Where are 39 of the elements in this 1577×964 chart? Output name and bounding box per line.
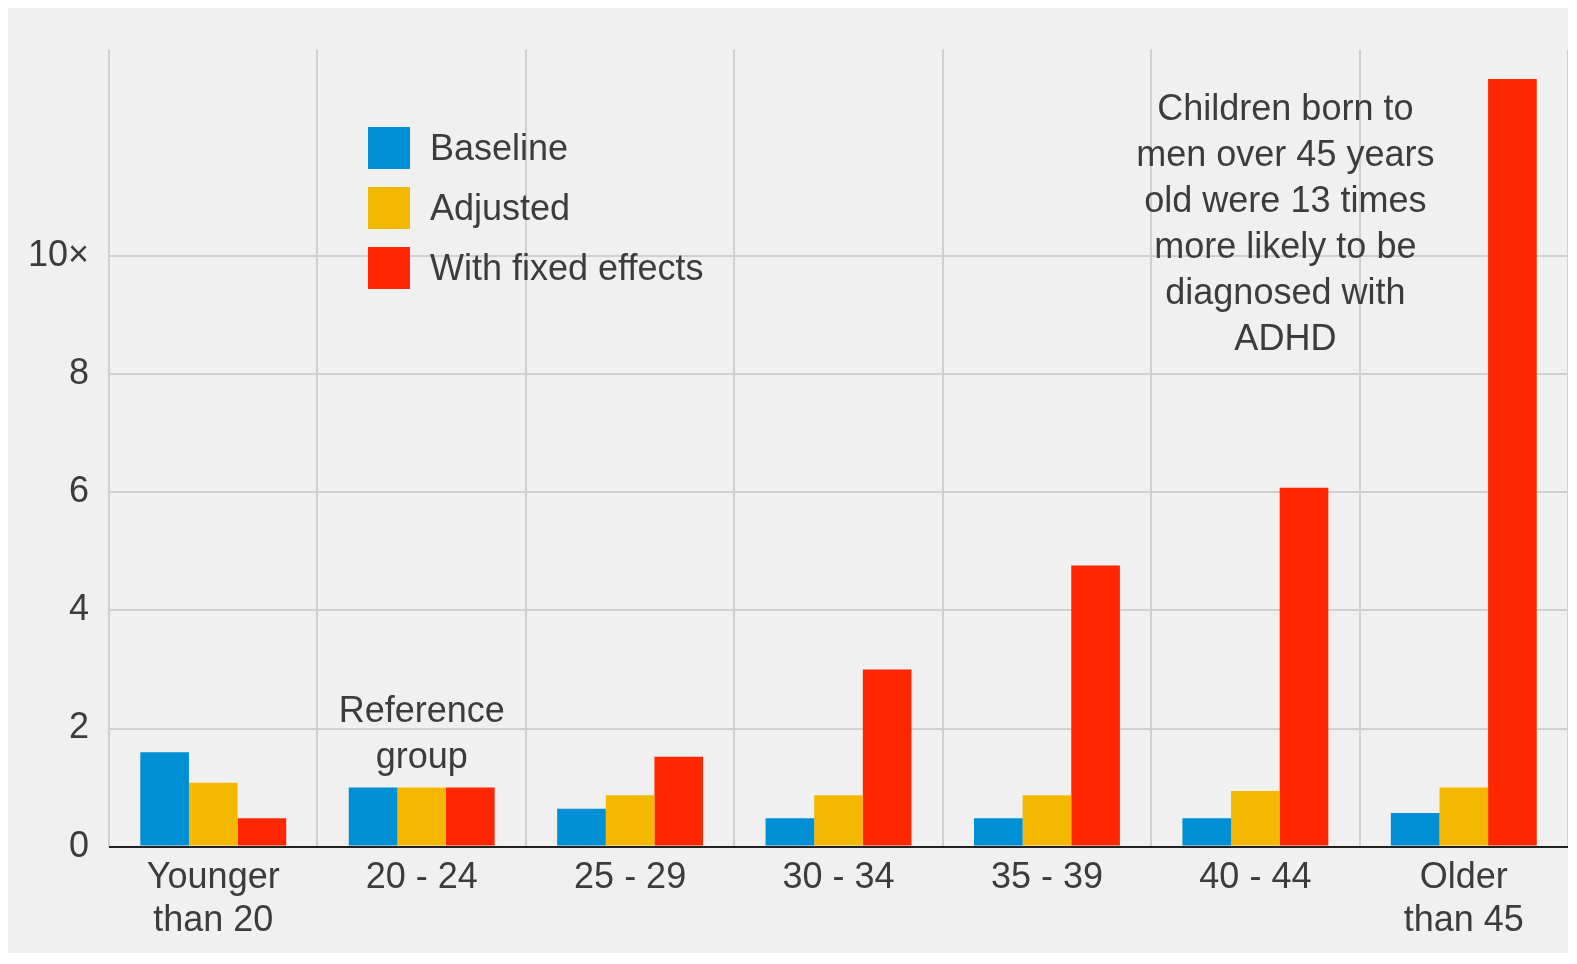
y-tick-label: 10× — [27, 233, 90, 275]
bar — [862, 669, 912, 846]
legend-label: With fixed effects — [430, 247, 704, 289]
y-tick-label: 8 — [69, 351, 90, 393]
x-tick-label: 40 - 44 — [1199, 855, 1312, 897]
bar — [188, 782, 238, 846]
bar — [446, 787, 495, 846]
y-tick-label: 2 — [69, 705, 90, 747]
bar — [1231, 791, 1280, 846]
x-tick-label: Older than 45 — [1403, 855, 1524, 940]
annotation: Children born to men over 45 years old were 13 times more likely to be diagnosed with ADHD — [1136, 86, 1435, 358]
bar — [1182, 818, 1232, 846]
y-tick-label: 4 — [69, 587, 90, 629]
x-tick-label: 30 - 34 — [782, 855, 895, 897]
bar — [1279, 487, 1329, 846]
bar — [140, 752, 189, 846]
bar — [1390, 812, 1440, 846]
bar — [348, 787, 398, 846]
x-tick-label: Younger than 20 — [146, 855, 280, 940]
y-tick-label: 6 — [69, 469, 90, 511]
bar — [557, 808, 606, 846]
x-tick-label: 35 - 39 — [990, 855, 1103, 897]
bar — [1488, 79, 1537, 846]
bar — [1071, 565, 1120, 846]
bar — [814, 795, 863, 846]
y-tick-label: 0 — [69, 823, 90, 865]
bar — [397, 787, 447, 846]
annotation: Reference group — [338, 688, 505, 776]
bar — [974, 818, 1023, 846]
bar — [605, 795, 655, 846]
legend-label: Adjusted — [430, 187, 571, 229]
bar — [765, 818, 815, 846]
x-tick-label: 20 - 24 — [365, 855, 478, 897]
bar — [237, 818, 287, 846]
legend-label: Baseline — [430, 127, 569, 169]
bar — [1439, 787, 1489, 846]
bar — [654, 756, 704, 846]
bar — [1022, 795, 1072, 846]
x-tick-label: 25 - 29 — [574, 855, 687, 897]
